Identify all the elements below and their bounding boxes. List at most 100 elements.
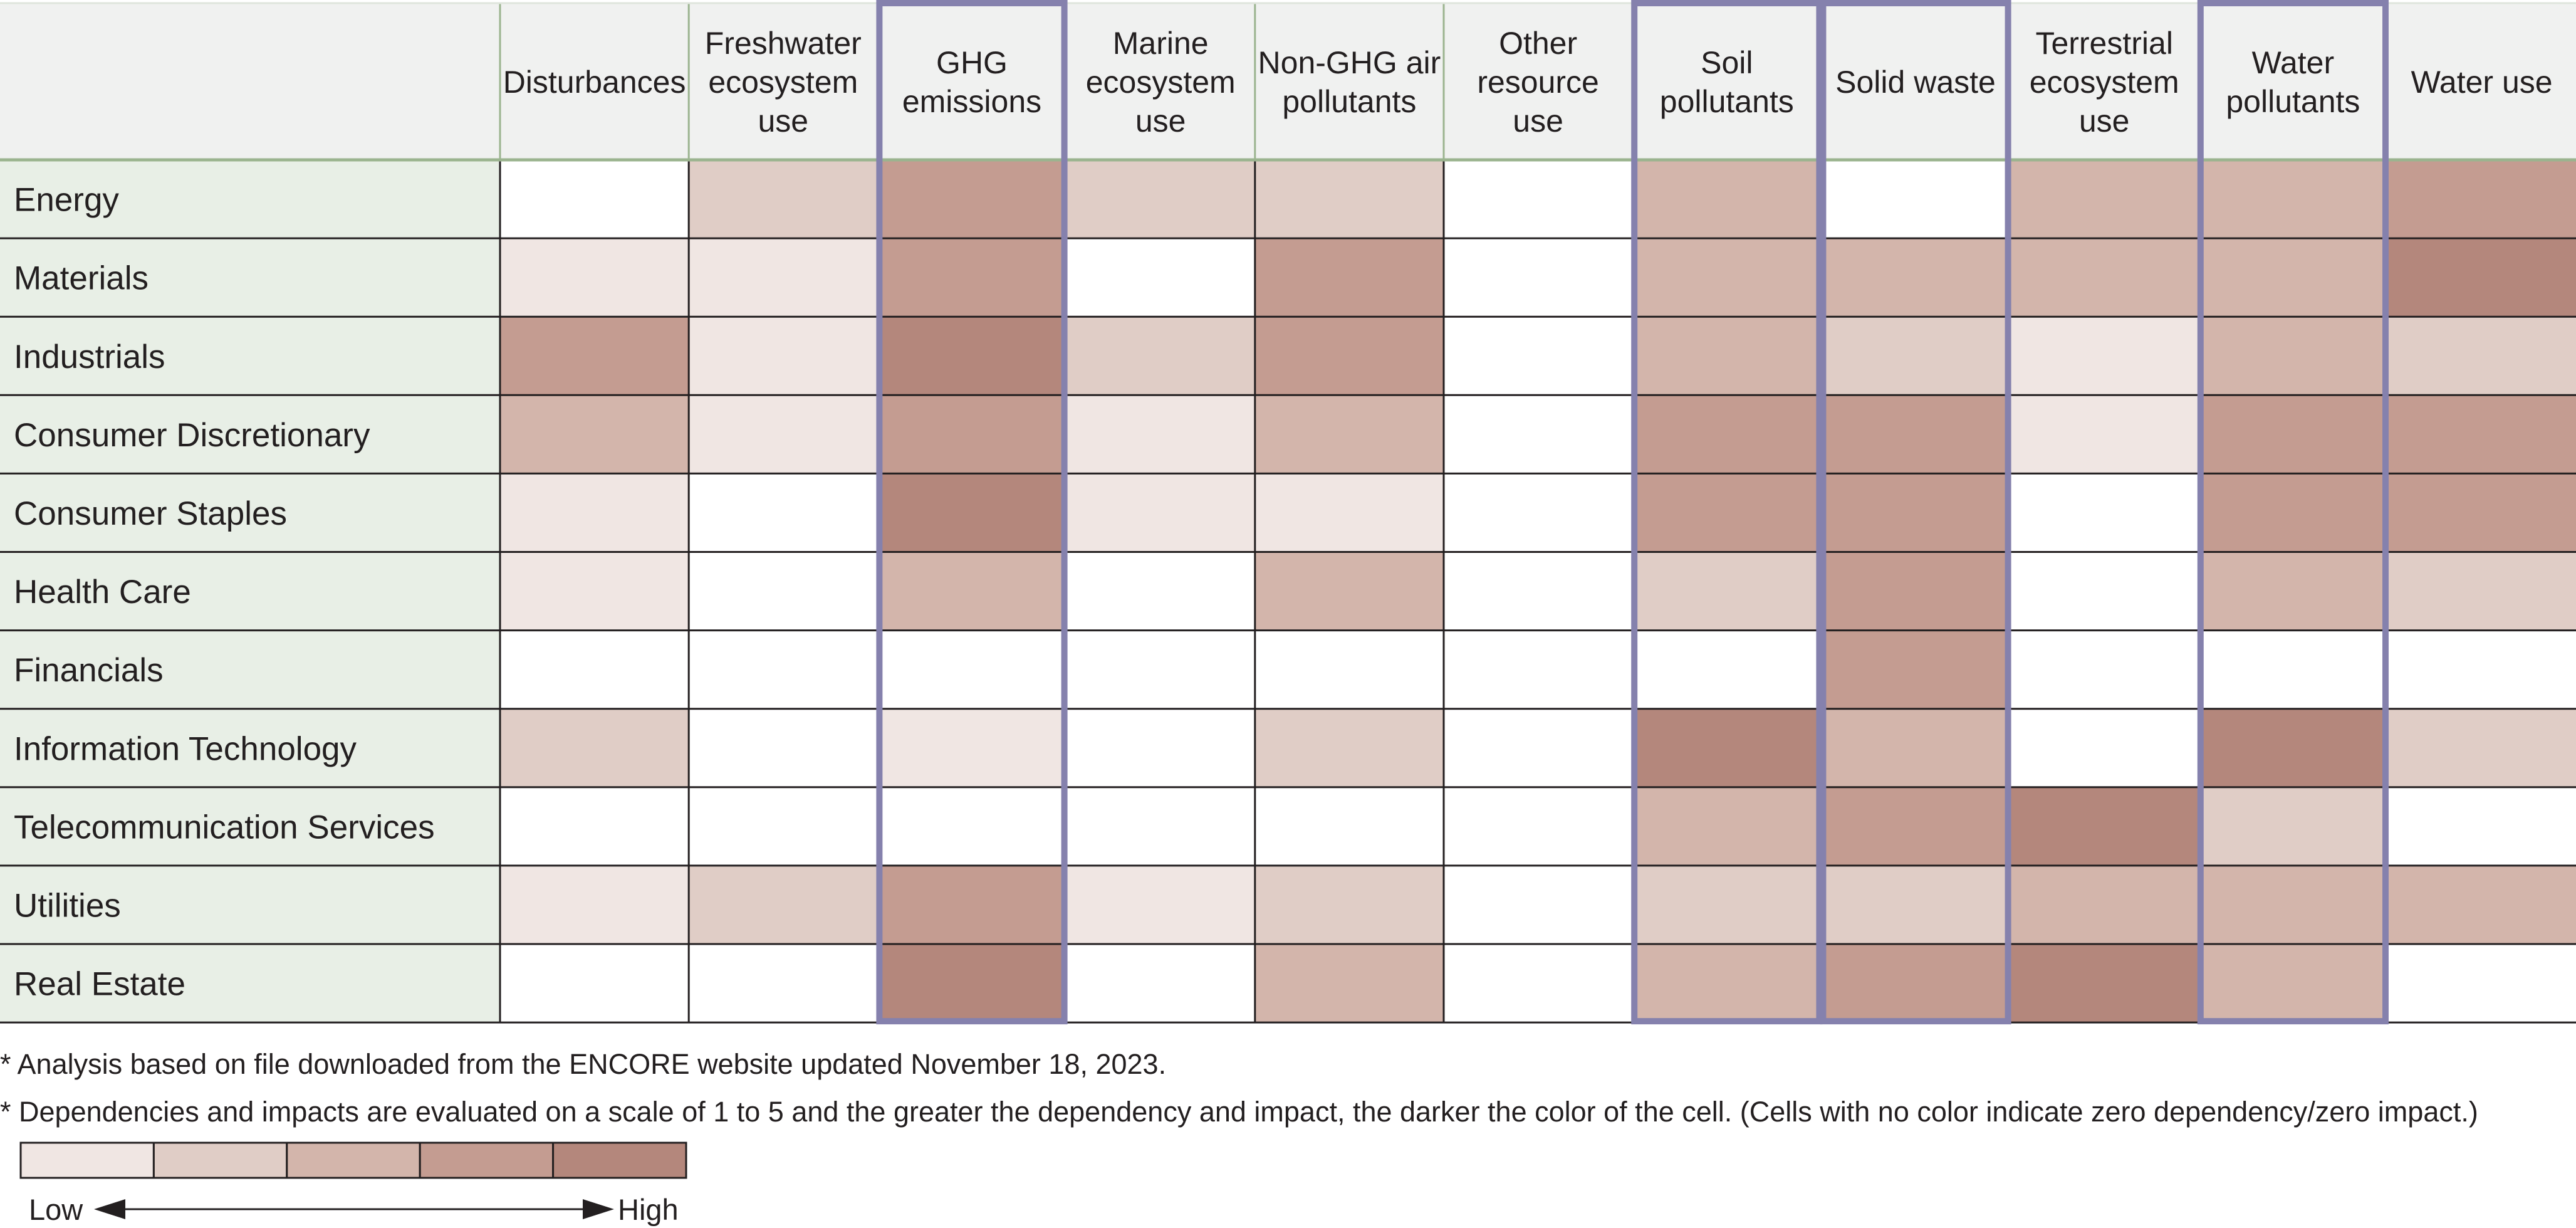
cell-health-care-soil-pollutants <box>1632 552 1822 631</box>
cell-information-technology-solid-waste <box>1821 708 2010 787</box>
cell-financials-other-resource-use <box>1444 630 1633 709</box>
cell-materials-marine-ecosystem-use <box>1066 238 1255 317</box>
cell-materials-terrestrial-ecosystem-use <box>2010 238 2199 317</box>
cell-utilities-soil-pollutants <box>1632 865 1822 944</box>
column-header-freshwater-ecosystem-use: use <box>758 103 808 139</box>
cell-utilities-disturbances <box>500 865 689 944</box>
cell-health-care-non-ghg-air-pollutants <box>1254 552 1444 631</box>
legend-swatch-level-2 <box>152 1141 288 1179</box>
row-label-real-estate: Real Estate <box>14 966 185 1003</box>
cell-materials-non-ghg-air-pollutants <box>1254 238 1444 317</box>
cell-energy-ghg-emissions <box>877 160 1066 239</box>
cell-industrials-non-ghg-air-pollutants <box>1254 317 1444 396</box>
cell-industrials-marine-ecosystem-use <box>1066 317 1255 396</box>
cell-energy-water-pollutants <box>2198 160 2387 239</box>
cell-telecommunication-services-ghg-emissions <box>877 787 1066 866</box>
cell-consumer-staples-ghg-emissions <box>877 473 1066 552</box>
cell-information-technology-other-resource-use <box>1444 708 1633 787</box>
cell-materials-disturbances <box>500 238 689 317</box>
cell-information-technology-terrestrial-ecosystem-use <box>2010 708 2199 787</box>
heatmap-chart: DisturbancesFreshwaterecosystemuseGHGemi… <box>0 0 2576 1025</box>
cell-health-care-disturbances <box>500 552 689 631</box>
cell-materials-solid-waste <box>1821 238 2010 317</box>
cell-real-estate-water-use <box>2387 944 2576 1023</box>
cell-telecommunication-services-other-resource-use <box>1444 787 1633 866</box>
cell-consumer-staples-soil-pollutants <box>1632 473 1822 552</box>
cell-energy-soil-pollutants <box>1632 160 1822 239</box>
legend-arrow-right-icon <box>583 1199 614 1219</box>
cell-financials-non-ghg-air-pollutants <box>1254 630 1444 709</box>
cell-materials-other-resource-use <box>1444 238 1633 317</box>
cell-financials-water-use <box>2387 630 2576 709</box>
cell-industrials-terrestrial-ecosystem-use <box>2010 317 2199 396</box>
cell-real-estate-ghg-emissions <box>877 944 1066 1023</box>
cell-consumer-discretionary-water-use <box>2387 395 2576 474</box>
cell-telecommunication-services-disturbances <box>500 787 689 866</box>
cell-consumer-discretionary-freshwater-ecosystem-use <box>689 395 878 474</box>
column-header-marine-ecosystem-use: Marine <box>1113 26 1209 61</box>
cell-consumer-staples-solid-waste <box>1821 473 2010 552</box>
row-label-consumer-discretionary: Consumer Discretionary <box>14 417 370 454</box>
row-label-utilities: Utilities <box>14 887 121 924</box>
cell-health-care-terrestrial-ecosystem-use <box>2010 552 2199 631</box>
footnote-analysis-source: * Analysis based on file downloaded from… <box>0 1048 1167 1080</box>
cell-telecommunication-services-freshwater-ecosystem-use <box>689 787 878 866</box>
cell-consumer-discretionary-disturbances <box>500 395 689 474</box>
cell-industrials-soil-pollutants <box>1632 317 1822 396</box>
cell-consumer-discretionary-terrestrial-ecosystem-use <box>2010 395 2199 474</box>
column-header-ghg-emissions: emissions <box>902 84 1041 119</box>
cell-utilities-marine-ecosystem-use <box>1066 865 1255 944</box>
legend-arrow-left-icon <box>94 1199 125 1219</box>
cell-financials-terrestrial-ecosystem-use <box>2010 630 2199 709</box>
legend-high-label: High <box>618 1193 679 1226</box>
column-header-other-resource-use: resource <box>1477 65 1599 100</box>
cell-energy-marine-ecosystem-use <box>1066 160 1255 239</box>
cell-information-technology-non-ghg-air-pollutants <box>1254 708 1444 787</box>
column-header-soil-pollutants: pollutants <box>1660 84 1794 119</box>
cell-health-care-solid-waste <box>1821 552 2010 631</box>
row-label-energy: Energy <box>14 182 119 219</box>
cell-financials-water-pollutants <box>2198 630 2387 709</box>
column-header-other-resource-use: use <box>1513 103 1563 139</box>
cell-materials-ghg-emissions <box>877 238 1066 317</box>
cell-telecommunication-services-terrestrial-ecosystem-use <box>2010 787 2199 866</box>
cell-consumer-discretionary-water-pollutants <box>2198 395 2387 474</box>
column-header-water-pollutants: Water <box>2252 45 2335 80</box>
cell-utilities-ghg-emissions <box>877 865 1066 944</box>
cell-utilities-non-ghg-air-pollutants <box>1254 865 1444 944</box>
cell-consumer-discretionary-ghg-emissions <box>877 395 1066 474</box>
cell-consumer-discretionary-solid-waste <box>1821 395 2010 474</box>
cell-information-technology-disturbances <box>500 708 689 787</box>
cell-information-technology-ghg-emissions <box>877 708 1066 787</box>
cell-energy-terrestrial-ecosystem-use <box>2010 160 2199 239</box>
cell-financials-marine-ecosystem-use <box>1066 630 1255 709</box>
row-label-financials: Financials <box>14 652 164 689</box>
cell-real-estate-terrestrial-ecosystem-use <box>2010 944 2199 1023</box>
cell-information-technology-soil-pollutants <box>1632 708 1822 787</box>
cell-information-technology-water-pollutants <box>2198 708 2387 787</box>
cell-real-estate-disturbances <box>500 944 689 1023</box>
row-label-information-technology: Information Technology <box>14 730 357 767</box>
cell-telecommunication-services-marine-ecosystem-use <box>1066 787 1255 866</box>
column-header-disturbances: Disturbances <box>503 65 686 100</box>
cell-utilities-solid-waste <box>1821 865 2010 944</box>
row-label-consumer-staples: Consumer Staples <box>14 495 287 532</box>
cell-energy-water-use <box>2387 160 2576 239</box>
cell-health-care-water-pollutants <box>2198 552 2387 631</box>
legend-swatch-level-4 <box>419 1141 555 1179</box>
cell-energy-freshwater-ecosystem-use <box>689 160 878 239</box>
cell-health-care-marine-ecosystem-use <box>1066 552 1255 631</box>
cell-consumer-discretionary-non-ghg-air-pollutants <box>1254 395 1444 474</box>
column-header-marine-ecosystem-use: use <box>1135 103 1186 139</box>
cell-financials-ghg-emissions <box>877 630 1066 709</box>
column-header-ghg-emissions: GHG <box>936 45 1008 80</box>
cell-industrials-freshwater-ecosystem-use <box>689 317 878 396</box>
row-label-band <box>0 160 500 1023</box>
cell-industrials-other-resource-use <box>1444 317 1633 396</box>
column-header-marine-ecosystem-use: ecosystem <box>1086 65 1236 100</box>
cell-telecommunication-services-solid-waste <box>1821 787 2010 866</box>
cell-real-estate-other-resource-use <box>1444 944 1633 1023</box>
cell-telecommunication-services-water-use <box>2387 787 2576 866</box>
column-header-non-ghg-air-pollutants: pollutants <box>1282 84 1416 119</box>
cell-utilities-freshwater-ecosystem-use <box>689 865 878 944</box>
